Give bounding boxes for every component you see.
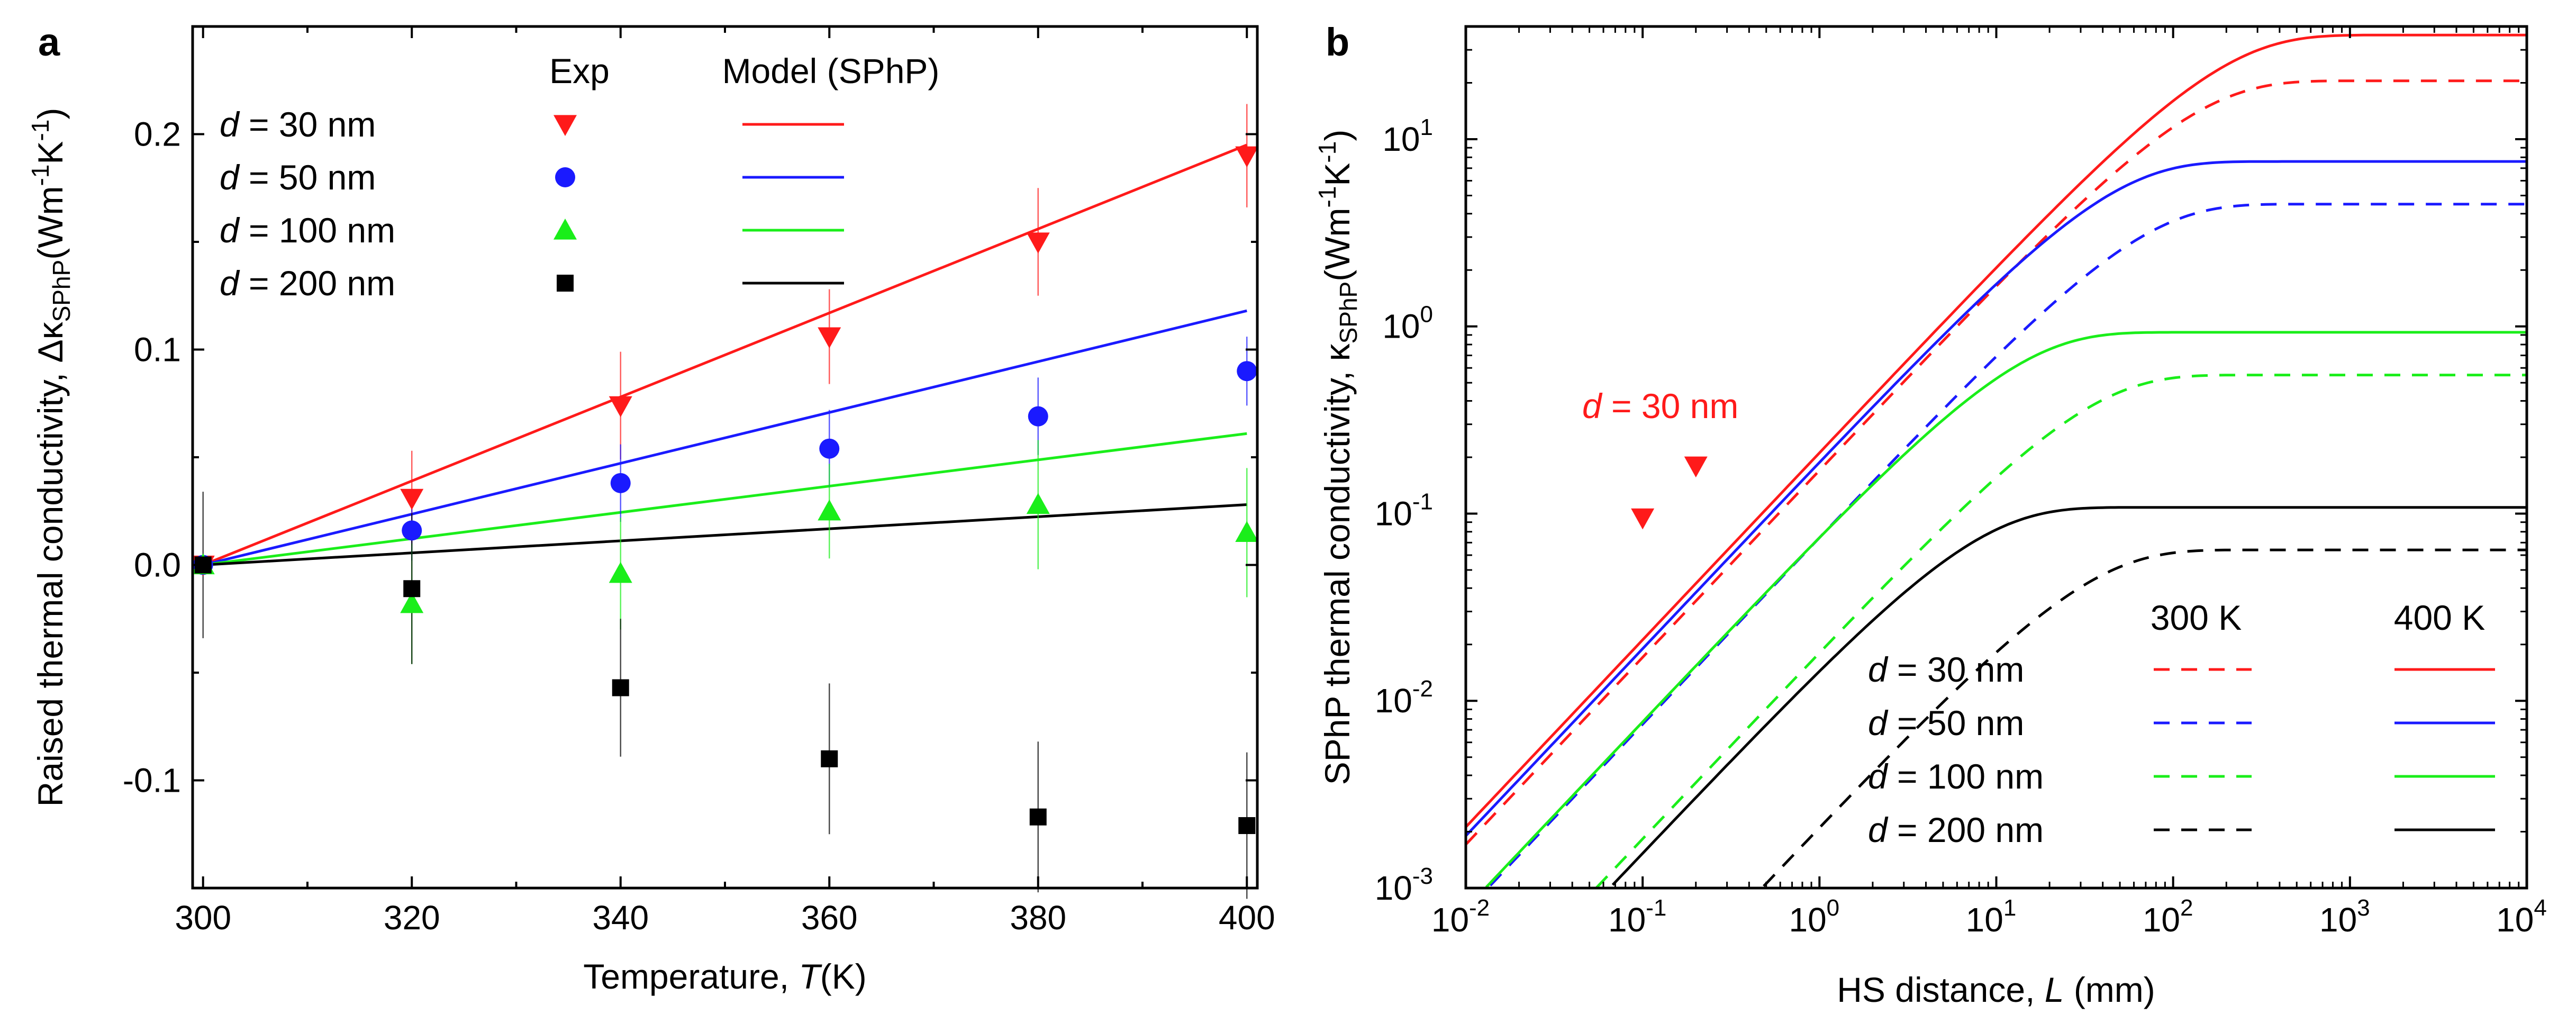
b-exp-point-1 [1684,456,1708,478]
a-xtick-label-360: 360 [801,899,858,937]
panel-b-chart: 10-2 10-1 100 101 102 103 10410-310-210-110010… [1313,25,2547,1009]
a-legend-label-3: d = 200 nm [220,264,395,303]
a-legend-marker-3 [557,275,574,292]
a-model-line-0 [202,143,1248,566]
a-ytick-label: 0.1 [134,331,181,369]
a-point-1-1 [402,520,422,541]
a-point-0-4 [1026,232,1050,254]
a-point-3-1 [403,580,421,597]
a-ytick-label: 0.2 [134,115,181,153]
a-point-0-5 [1235,146,1259,168]
legend-header-model: Model (SPhP) [722,51,940,90]
b-legend-label-1: d = 50 nm [1868,703,2024,743]
a-model-line-2 [203,432,1247,566]
a-legend-marker-0 [554,115,577,136]
b-ytick-label: 10-1 [1375,488,1433,532]
a-point-3-4 [1029,808,1047,826]
a-point-2-1 [400,592,424,613]
a-xtick-label-400: 400 [1219,899,1275,937]
b-xtick-label: 10-1 [1608,895,1666,939]
b-curve-300k-1 [1489,203,2527,886]
a-legend-marker-1 [555,167,575,187]
a-point-1-2 [610,473,631,493]
b-curve-300k-0 [1465,79,2527,846]
panel-a-ylabel: Raised thermal conductivity, ΔκSPhP(Wm-1… [26,108,75,807]
panel-a-frame [191,25,1259,890]
a-legend-marker-2 [554,219,577,240]
a-point-3-2 [612,679,629,696]
b-curve-400k-1 [1465,160,2527,837]
b-xtick-label: 103 [2319,895,2370,939]
a-legend-label-0: d = 30 nm [220,105,376,144]
b-xtick-label: 10-2 [1431,895,1490,939]
a-legend-label-1: d = 50 nm [220,158,376,197]
panel-b-legend: 300 K 400 K d = 30 nm d = 50 nm d = 100 nm… [1868,598,2495,849]
a-ytick-label: -0.1 [123,762,181,800]
b-xtick-label: 102 [2143,895,2193,939]
a-point-3-3 [821,750,838,767]
panel-label-a: a [38,20,60,64]
b-xtick-label: 104 [2496,895,2547,939]
panel-a-chart: 300 320 340 360 380 400 -0.1 0.0 0.1 0.2 Temperat… [26,25,1275,996]
a-xtick-label-340: 340 [592,899,649,937]
a-xtick-label-300: 300 [175,899,231,937]
panel-b-xlabel: HS distance, L (mm) [1837,970,2155,1009]
b-curve-400k-3 [1611,506,2527,886]
a-point-2-5 [1235,521,1259,542]
panel-a-xlabel: Temperature, T(K) [583,957,867,996]
b-ytick-label: 10-2 [1375,676,1433,720]
legend-header-400k: 400 K [2394,598,2485,637]
a-point-2-4 [1026,493,1050,514]
a-point-1-4 [1028,406,1048,427]
legend-header-exp: Exp [549,51,610,90]
a-point-0-3 [818,327,841,349]
b-legend-label-3: d = 200 nm [1868,810,2044,849]
b-ytick-label: 10-3 [1375,863,1433,907]
b-ytick-label: 100 [1382,302,1433,346]
b-xtick-label: 100 [1789,895,1839,939]
a-point-2-2 [609,562,632,583]
b-curve-400k-2 [1485,331,2527,889]
a-point-0-1 [400,488,424,510]
a-xtick-label-320: 320 [384,899,440,937]
b-ytick-label: 101 [1382,114,1433,158]
panel-b-ylabel: SPhP thermal conductivity, κSPhP(Wm-1K-1… [1313,130,1362,785]
b-exp-point-0 [1631,508,1655,530]
panel-label-b: b [1326,20,1349,64]
a-legend-label-2: d = 100 nm [220,211,395,250]
panel-a-legend: Exp Model (SPhP) d = 30 nm d = 50 nm d = 1… [220,51,939,303]
a-xtick-label-380: 380 [1010,899,1066,937]
b-legend-label-0: d = 30 nm [1868,650,2024,689]
b-xtick-label: 101 [1966,895,2017,939]
b-curve-300k-3 [1763,548,2527,888]
a-point-1-3 [819,438,840,459]
a-point-0-2 [609,396,632,418]
a-ytick-label: 0.0 [134,546,181,584]
a-point-1-5 [1237,361,1257,382]
a-model-line-1 [203,309,1247,566]
a-point-2-3 [818,499,841,521]
a-point-3-5 [1238,817,1256,834]
b-legend-label-2: d = 100 nm [1868,757,2044,796]
a-model-line-3 [203,503,1247,566]
annotation-d30: d = 30 nm [1582,386,1738,426]
legend-header-300k: 300 K [2151,598,2242,637]
b-curve-300k-2 [1595,374,2527,889]
